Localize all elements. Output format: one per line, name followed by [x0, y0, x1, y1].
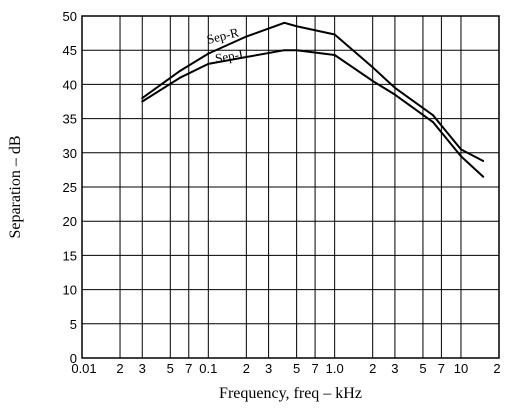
x-tick-label: 7 — [311, 361, 318, 376]
data-point — [179, 69, 182, 72]
data-point — [431, 121, 434, 124]
x-tick-label: 5 — [419, 361, 426, 376]
y-tick-label: 0 — [70, 351, 77, 366]
x-tick-label: 10 — [454, 361, 468, 376]
x-axis-title: Frequency, freq – kHz — [219, 385, 362, 402]
y-tick-label: 5 — [70, 317, 77, 332]
x-tick-label: 2 — [493, 361, 500, 376]
x-tick-label: 2 — [243, 361, 250, 376]
y-tick-label: 50 — [63, 9, 77, 24]
y-tick-label: 35 — [63, 112, 77, 127]
data-point — [482, 160, 485, 163]
data-point — [459, 155, 462, 158]
x-tick-label: 5 — [293, 361, 300, 376]
x-tick-label: 3 — [265, 361, 272, 376]
series-lines — [141, 21, 485, 178]
x-tick-label: 3 — [139, 361, 146, 376]
data-point — [333, 33, 336, 36]
series-label-sep-r: Sep-R — [205, 24, 240, 46]
grid — [81, 15, 500, 359]
data-point — [393, 86, 396, 89]
data-point — [283, 21, 286, 24]
data-point — [431, 114, 434, 117]
x-tick-label: 0.01 — [71, 361, 96, 376]
data-point — [371, 79, 374, 82]
data-point — [295, 49, 298, 52]
series-line-sep-l — [141, 49, 484, 178]
y-tick-label: 20 — [63, 214, 77, 229]
x-tick-label: 3 — [391, 361, 398, 376]
x-tick-label: 7 — [438, 361, 445, 376]
x-tick-label: 2 — [116, 361, 123, 376]
y-tick-label: 30 — [63, 146, 77, 161]
data-point — [295, 25, 298, 28]
x-tick-label: 0.1 — [199, 361, 217, 376]
data-point — [333, 53, 336, 56]
y-tick-label: 40 — [63, 77, 77, 92]
data-point — [141, 100, 144, 103]
y-tick-label: 45 — [63, 43, 77, 58]
data-point — [245, 35, 248, 38]
series-line-sep-r — [141, 21, 484, 162]
data-point — [482, 175, 485, 178]
y-axis-title: Separation – dB — [7, 135, 24, 238]
data-point — [393, 93, 396, 96]
data-point — [141, 97, 144, 100]
data-point — [207, 52, 210, 55]
data-point — [245, 56, 248, 59]
data-point — [459, 148, 462, 151]
x-tick-label: 7 — [185, 361, 192, 376]
y-tick-label: 10 — [63, 283, 77, 298]
plot-frame — [81, 15, 500, 359]
data-point — [207, 62, 210, 65]
data-point — [371, 66, 374, 69]
data-point — [283, 49, 286, 52]
x-tick-label: 1.0 — [326, 361, 344, 376]
x-tick-label: 2 — [369, 361, 376, 376]
y-tick-label: 15 — [63, 248, 77, 263]
series-label-sep-l: Sep-L — [214, 46, 248, 66]
tick-labels: 0.01 2 3 5 7 0.1 2 3 5 7 1.0 2 3 5 7 10 2051015202530354… — [63, 9, 501, 376]
x-tick-label: 5 — [167, 361, 174, 376]
data-point — [179, 76, 182, 79]
y-tick-label: 25 — [63, 180, 77, 195]
